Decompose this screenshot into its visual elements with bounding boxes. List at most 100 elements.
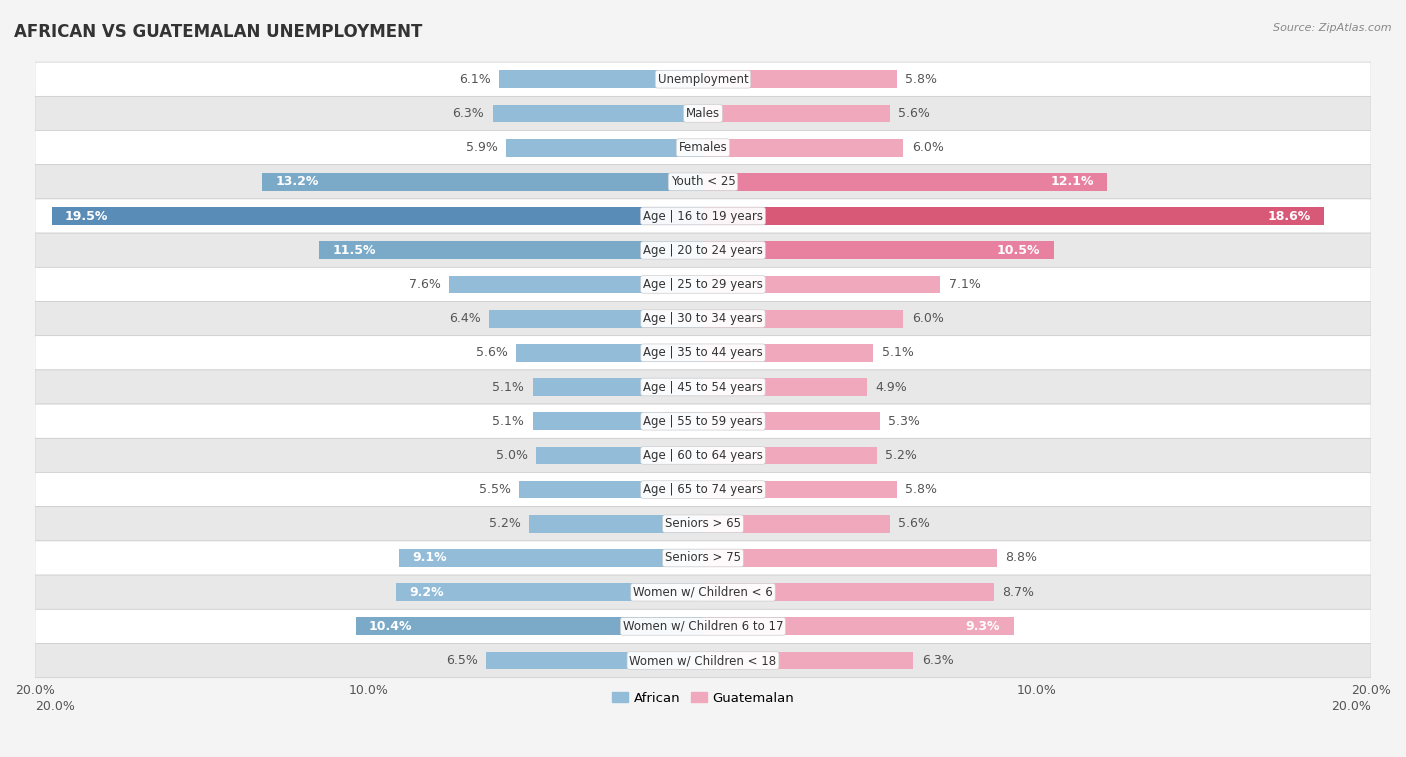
Bar	[319, 241, 703, 259]
Text: 20.0%: 20.0%	[35, 700, 75, 713]
Text: 6.3%: 6.3%	[922, 654, 953, 667]
Text: 5.5%: 5.5%	[479, 483, 510, 496]
Text: Source: ZipAtlas.com: Source: ZipAtlas.com	[1274, 23, 1392, 33]
Text: 6.0%: 6.0%	[911, 141, 943, 154]
Text: AFRICAN VS GUATEMALAN UNEMPLOYMENT: AFRICAN VS GUATEMALAN UNEMPLOYMENT	[14, 23, 422, 41]
Text: 6.1%: 6.1%	[460, 73, 491, 86]
Bar	[703, 207, 1324, 225]
Text: 6.4%: 6.4%	[449, 312, 481, 325]
Bar	[703, 310, 904, 328]
Bar	[703, 413, 880, 430]
FancyBboxPatch shape	[35, 609, 1371, 643]
Bar	[703, 618, 1014, 635]
Text: 10.4%: 10.4%	[368, 620, 412, 633]
FancyBboxPatch shape	[35, 404, 1371, 438]
Text: Seniors > 65: Seniors > 65	[665, 517, 741, 531]
FancyBboxPatch shape	[35, 575, 1371, 609]
Bar	[529, 515, 703, 533]
Text: 10.5%: 10.5%	[997, 244, 1040, 257]
Text: Males: Males	[686, 107, 720, 120]
Text: Age | 45 to 54 years: Age | 45 to 54 years	[643, 381, 763, 394]
Text: Women w/ Children 6 to 17: Women w/ Children 6 to 17	[623, 620, 783, 633]
Text: Age | 55 to 59 years: Age | 55 to 59 years	[643, 415, 763, 428]
Bar	[703, 652, 914, 669]
Text: 5.2%: 5.2%	[884, 449, 917, 462]
FancyBboxPatch shape	[35, 643, 1371, 678]
FancyBboxPatch shape	[35, 541, 1371, 575]
Text: 6.0%: 6.0%	[911, 312, 943, 325]
Text: 9.2%: 9.2%	[409, 586, 444, 599]
Text: 8.7%: 8.7%	[1002, 586, 1033, 599]
FancyBboxPatch shape	[35, 130, 1371, 165]
Text: Age | 60 to 64 years: Age | 60 to 64 years	[643, 449, 763, 462]
Bar	[356, 618, 703, 635]
Text: 7.1%: 7.1%	[949, 278, 980, 291]
Text: 19.5%: 19.5%	[65, 210, 108, 223]
Text: 6.3%: 6.3%	[453, 107, 484, 120]
Bar	[519, 481, 703, 499]
FancyBboxPatch shape	[35, 62, 1371, 96]
Text: 11.5%: 11.5%	[332, 244, 375, 257]
Text: 4.9%: 4.9%	[875, 381, 907, 394]
Text: 5.6%: 5.6%	[898, 517, 931, 531]
Bar	[703, 549, 997, 567]
Text: 5.6%: 5.6%	[475, 346, 508, 360]
Bar	[703, 447, 877, 464]
Text: 18.6%: 18.6%	[1268, 210, 1310, 223]
Text: 5.1%: 5.1%	[882, 346, 914, 360]
Bar	[262, 173, 703, 191]
Bar	[533, 413, 703, 430]
Bar	[449, 276, 703, 293]
Bar	[399, 549, 703, 567]
FancyBboxPatch shape	[35, 267, 1371, 301]
FancyBboxPatch shape	[35, 301, 1371, 335]
Text: Females: Females	[679, 141, 727, 154]
FancyBboxPatch shape	[35, 199, 1371, 233]
Bar	[703, 378, 866, 396]
Text: 5.0%: 5.0%	[496, 449, 527, 462]
Text: 5.1%: 5.1%	[492, 415, 524, 428]
Bar	[516, 344, 703, 362]
Bar	[536, 447, 703, 464]
Bar	[489, 310, 703, 328]
Text: Unemployment: Unemployment	[658, 73, 748, 86]
Bar	[703, 584, 994, 601]
Bar	[506, 139, 703, 157]
Bar	[703, 515, 890, 533]
Bar	[492, 104, 703, 123]
FancyBboxPatch shape	[35, 96, 1371, 130]
Bar	[703, 481, 897, 499]
FancyBboxPatch shape	[35, 438, 1371, 472]
Text: 20.0%: 20.0%	[1331, 700, 1371, 713]
Text: 9.3%: 9.3%	[966, 620, 1000, 633]
Text: 5.8%: 5.8%	[905, 73, 936, 86]
FancyBboxPatch shape	[35, 335, 1371, 370]
Text: 5.6%: 5.6%	[898, 107, 931, 120]
Bar	[395, 584, 703, 601]
Text: 5.8%: 5.8%	[905, 483, 936, 496]
Text: 9.1%: 9.1%	[412, 552, 447, 565]
FancyBboxPatch shape	[35, 233, 1371, 267]
Text: 6.5%: 6.5%	[446, 654, 478, 667]
Bar	[52, 207, 703, 225]
Text: Age | 30 to 34 years: Age | 30 to 34 years	[643, 312, 763, 325]
Text: Age | 20 to 24 years: Age | 20 to 24 years	[643, 244, 763, 257]
Text: Seniors > 75: Seniors > 75	[665, 552, 741, 565]
Text: 5.9%: 5.9%	[465, 141, 498, 154]
Text: 5.1%: 5.1%	[492, 381, 524, 394]
Text: Youth < 25: Youth < 25	[671, 176, 735, 188]
Bar	[499, 70, 703, 88]
Text: Women w/ Children < 6: Women w/ Children < 6	[633, 586, 773, 599]
Bar	[703, 104, 890, 123]
Bar	[486, 652, 703, 669]
Bar	[703, 70, 897, 88]
Text: Age | 35 to 44 years: Age | 35 to 44 years	[643, 346, 763, 360]
FancyBboxPatch shape	[35, 506, 1371, 541]
Bar	[703, 276, 941, 293]
Legend: African, Guatemalan: African, Guatemalan	[607, 687, 799, 710]
FancyBboxPatch shape	[35, 165, 1371, 199]
Bar	[533, 378, 703, 396]
FancyBboxPatch shape	[35, 472, 1371, 506]
Text: Age | 65 to 74 years: Age | 65 to 74 years	[643, 483, 763, 496]
Text: 7.6%: 7.6%	[409, 278, 441, 291]
